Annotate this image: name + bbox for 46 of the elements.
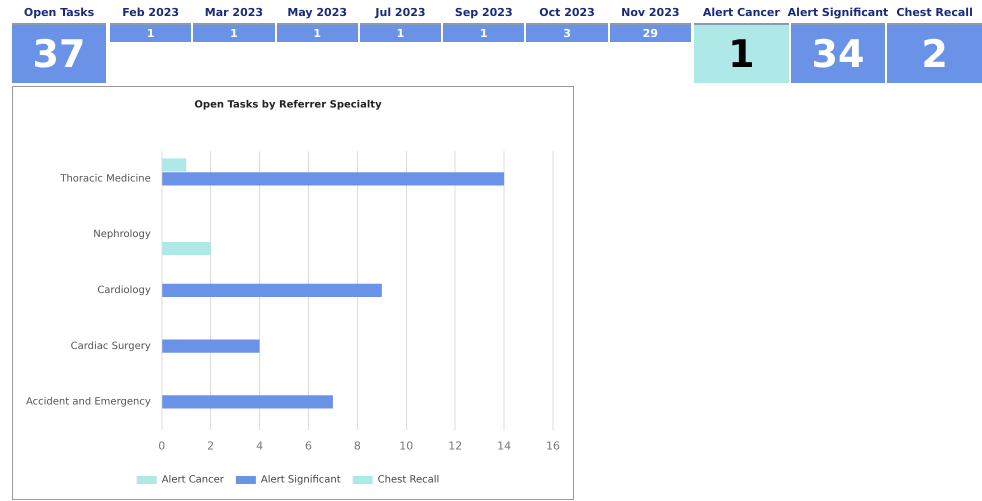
category-label: Nov 2023 <box>621 6 680 21</box>
bar <box>162 172 504 186</box>
data-label: 1 <box>276 23 358 42</box>
y-tick-label: Nephrology <box>93 229 151 240</box>
data-label: 2 <box>887 23 982 83</box>
y-tick-label: Cardiac Surgery <box>70 340 151 352</box>
y-tick-label: Accident and Emergency <box>26 396 151 408</box>
category-label: May 2023 <box>287 6 348 21</box>
bar <box>162 242 211 256</box>
chart-title: Open Tasks by Referrer Specialty <box>194 100 382 111</box>
data-label: 1 <box>443 23 524 42</box>
x-tick-label: 10 <box>399 439 414 452</box>
category-label: Chest Recall <box>896 6 973 21</box>
y-tick-label: Cardiology <box>97 284 151 296</box>
legend-label: Alert Significant <box>260 474 341 486</box>
category-label: Feb 2023 <box>122 6 180 21</box>
bar <box>162 284 382 298</box>
data-label: 34 <box>790 23 886 83</box>
data-label: 37 <box>12 23 106 83</box>
category-label: Sep 2023 <box>454 6 513 21</box>
y-tick-label: Thoracic Medicine <box>59 173 151 184</box>
category-label: Jul 2023 <box>375 6 426 21</box>
category-label: Open Tasks <box>24 6 94 21</box>
x-tick-label: 16 <box>546 439 560 452</box>
data-label: 1 <box>360 23 442 42</box>
legend-label: Chest Recall <box>378 474 440 486</box>
x-tick-label: 8 <box>354 439 361 452</box>
data-label: 1 <box>694 23 789 83</box>
x-tick-label: 0 <box>158 439 166 452</box>
x-tick-label: 4 <box>256 439 264 452</box>
category-label: Oct 2023 <box>539 6 595 21</box>
x-tick-label: 2 <box>207 439 214 452</box>
data-label: 3 <box>526 23 608 42</box>
bar <box>162 158 186 172</box>
legend-label: Alert Cancer <box>162 474 225 486</box>
data-label: 1 <box>110 23 192 42</box>
category-label: Mar 2023 <box>204 6 264 21</box>
x-tick-label: 14 <box>497 439 512 452</box>
category-label: Alert Significant <box>788 6 888 21</box>
bar <box>162 395 333 409</box>
bar <box>162 340 260 353</box>
data-label: 1 <box>193 23 275 42</box>
x-tick-label: 6 <box>304 439 312 452</box>
x-tick-label: 12 <box>448 439 462 452</box>
data-label: 29 <box>610 23 691 42</box>
category-label: Alert Cancer <box>702 6 780 21</box>
